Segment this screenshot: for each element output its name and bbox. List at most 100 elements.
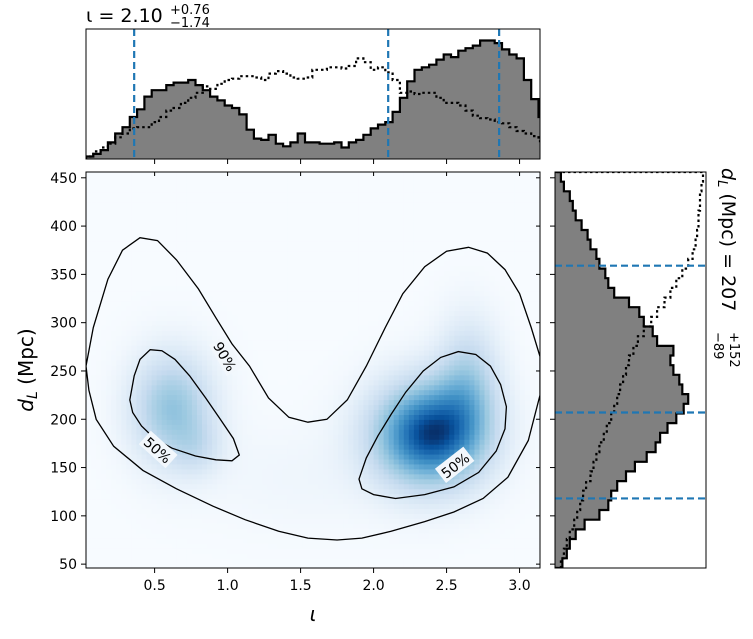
density-cell — [288, 464, 293, 469]
density-cell — [454, 523, 459, 528]
density-cell — [530, 464, 535, 469]
density-cell — [96, 296, 101, 301]
density-cell — [333, 454, 338, 459]
density-cell — [217, 479, 222, 484]
density-cell — [192, 474, 197, 479]
density-cell — [474, 390, 479, 395]
density-cell — [328, 306, 333, 311]
density-cell — [474, 459, 479, 464]
density-cell — [348, 489, 353, 494]
density-cell — [121, 434, 126, 439]
density-cell — [172, 321, 177, 326]
density-cell — [222, 528, 227, 533]
density-cell — [187, 514, 192, 519]
density-cell — [414, 390, 419, 395]
density-cell — [439, 325, 444, 330]
density-cell — [207, 528, 212, 533]
density-cell — [187, 390, 192, 395]
density-cell — [258, 509, 263, 514]
density-cell — [111, 519, 116, 524]
density-cell — [141, 345, 146, 350]
density-cell — [106, 504, 111, 509]
density-cell — [121, 424, 126, 429]
density-cell — [288, 345, 293, 350]
density-cell — [182, 494, 187, 499]
density-cell — [247, 405, 252, 410]
density-cell — [459, 439, 464, 444]
density-cell — [116, 523, 121, 528]
density-cell — [162, 474, 167, 479]
density-cell — [96, 538, 101, 543]
density-cell — [227, 330, 232, 335]
density-cell — [106, 494, 111, 499]
density-cell — [273, 538, 278, 543]
density-cell — [505, 499, 510, 504]
density-cell — [434, 385, 439, 390]
density-cell — [434, 504, 439, 509]
density-cell — [434, 474, 439, 479]
density-cell — [212, 494, 217, 499]
density-cell — [505, 306, 510, 311]
density-cell — [288, 474, 293, 479]
density-cell — [348, 335, 353, 340]
density-cell — [495, 533, 500, 538]
density-cell — [358, 420, 363, 425]
density-cell — [394, 350, 399, 355]
density-cell — [116, 484, 121, 489]
density-cell — [353, 316, 358, 321]
density-cell — [429, 499, 434, 504]
density-cell — [479, 370, 484, 375]
density-cell — [434, 340, 439, 345]
density-cell — [278, 454, 283, 459]
density-cell — [399, 390, 404, 395]
density-cell — [283, 494, 288, 499]
density-cell — [237, 464, 242, 469]
density-cell — [136, 370, 141, 375]
density-cell — [464, 355, 469, 360]
density-cell — [323, 474, 328, 479]
density-cell — [298, 459, 303, 464]
density-cell — [485, 514, 490, 519]
density-cell — [222, 439, 227, 444]
density-cell — [237, 469, 242, 474]
density-cell — [323, 330, 328, 335]
density-cell — [464, 523, 469, 528]
density-cell — [348, 306, 353, 311]
density-cell — [515, 558, 520, 563]
density-cell — [106, 301, 111, 306]
density-cell — [429, 405, 434, 410]
density-cell — [520, 509, 525, 514]
density-cell — [419, 474, 424, 479]
density-cell — [212, 400, 217, 405]
density-cell — [500, 375, 505, 380]
density-cell — [474, 464, 479, 469]
density-cell — [474, 345, 479, 350]
density-cell — [505, 523, 510, 528]
density-cell — [152, 519, 157, 524]
density-cell — [358, 434, 363, 439]
density-cell — [187, 519, 192, 524]
density-cell — [318, 504, 323, 509]
density-cell — [182, 345, 187, 350]
density-cell — [333, 469, 338, 474]
density-cell — [126, 558, 131, 563]
density-cell — [495, 296, 500, 301]
density-cell — [313, 459, 318, 464]
density-cell — [263, 415, 268, 420]
density-cell — [449, 533, 454, 538]
density-cell — [86, 469, 91, 474]
density-cell — [394, 504, 399, 509]
top-title: ι = 2.10 — [86, 5, 163, 27]
density-cell — [308, 345, 313, 350]
density-cell — [318, 375, 323, 380]
density-cell — [394, 523, 399, 528]
density-cell — [348, 528, 353, 533]
density-cell — [152, 499, 157, 504]
density-cell — [242, 429, 247, 434]
density-cell — [353, 494, 358, 499]
density-cell — [479, 395, 484, 400]
density-cell — [101, 528, 106, 533]
density-cell — [328, 325, 333, 330]
density-cell — [505, 558, 510, 563]
density-cell — [293, 553, 298, 558]
